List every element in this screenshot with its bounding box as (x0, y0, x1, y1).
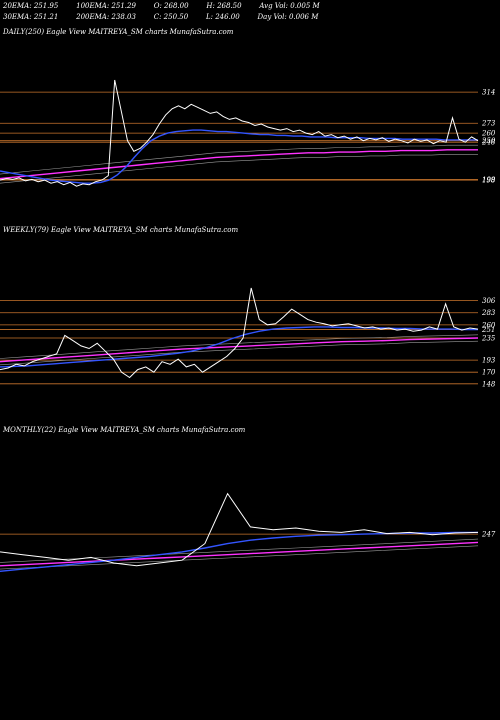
ema-slow-line (0, 149, 478, 180)
ema100-readout: 100EMA: 251.29 (76, 2, 136, 10)
price-line (0, 79, 479, 187)
ema-fast-line (0, 129, 478, 184)
level-label: 273 (481, 120, 496, 128)
day-volume-readout: Day Vol: 0.006 M (257, 13, 319, 21)
level-label: 260 (481, 130, 496, 138)
daily-chart-title: DAILY(250) Eagle View MAITREYA_SM charts… (3, 28, 234, 36)
level-label: 283 (481, 309, 496, 317)
ema200-readout: 200EMA: 238.03 (76, 13, 136, 21)
ma-thin-line (0, 545, 479, 570)
level-label: 250 (481, 137, 496, 145)
level-label: 248 (481, 139, 496, 147)
ma-thin-line (0, 154, 478, 184)
level-label: 247 (481, 531, 496, 539)
level-label: 170 (482, 369, 496, 377)
level-label: 198 (482, 177, 496, 185)
ema20-readout: 20EMA: 251.95 (3, 2, 59, 10)
ema30-readout: 30EMA: 251.21 (3, 13, 59, 21)
level-label: 235 (481, 335, 496, 343)
ma-thin-line (0, 340, 479, 366)
ema-fast-line (0, 326, 478, 368)
avg-volume-readout: Avg Vol: 0.005 M (259, 2, 320, 10)
level-label: 314 (482, 89, 495, 97)
open-readout: O: 268.00 (153, 2, 189, 10)
ma-thin-line (0, 144, 478, 175)
monthly-chart-title: MONTHLY(22) Eagle View MAITREYA_SM chart… (3, 426, 246, 434)
level-label: 148 (482, 380, 496, 388)
level-label: 199 (482, 176, 496, 184)
price-line (0, 287, 479, 379)
level-label: 306 (482, 297, 496, 305)
level-label: 260 (481, 321, 496, 329)
level-label: 193 (482, 357, 496, 365)
high-readout: H: 268.50 (206, 2, 242, 10)
close-readout: C: 250.50 (153, 13, 189, 21)
level-label: 251 (481, 326, 495, 334)
header-line-2: 30EMA: 251.21 200EMA: 238.03 C: 250.50 L… (3, 13, 318, 21)
low-readout: L: 246.00 (205, 13, 240, 21)
price-line (0, 492, 479, 567)
ema-slow-line (0, 541, 479, 567)
monthly-chart: 247 (0, 492, 496, 572)
header-line-1: 20EMA: 251.95 100EMA: 251.29 O: 268.00 H… (3, 2, 320, 10)
ema-slow-line (0, 337, 479, 363)
weekly-chart-title: WEEKLY(79) Eagle View MAITREYA_SM charts… (3, 226, 239, 234)
